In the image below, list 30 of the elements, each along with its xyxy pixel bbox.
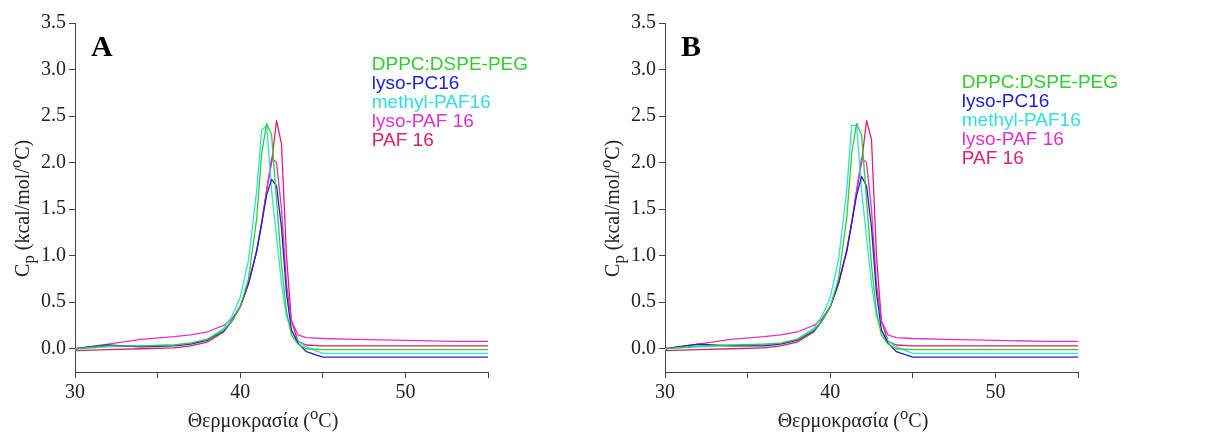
y-tick-label: 3.0 — [631, 56, 656, 79]
x-tick-label: 30 — [65, 380, 85, 403]
y-tick-label: 1.0 — [631, 242, 656, 265]
chart-title: B — [681, 28, 702, 62]
y-tick-label: 1.0 — [41, 242, 66, 265]
x-axis-title: Θερμοκρασία ($^{o}$C) — [186, 404, 340, 432]
y-tick-label: 1.5 — [41, 196, 66, 219]
text: lyso-PC16 — [961, 89, 1050, 111]
y-tick-label: 2.5 — [41, 103, 66, 126]
y-tick-label: 3.0 — [41, 56, 66, 79]
y-tick-label: 2.0 — [631, 149, 656, 172]
text: DPPC:DSPE-PEG — [961, 70, 1119, 92]
x-axis-title: Θερμοκρασία ($^{o}$C) — [776, 404, 930, 432]
x-tick-label: 30 — [655, 380, 675, 403]
x-tick-label: 40 — [230, 380, 251, 403]
x-tick-label: 50 — [985, 380, 1006, 403]
y-tick-label: 2.5 — [631, 103, 656, 126]
x-tick-label: 40 — [820, 380, 841, 403]
text: lyso-PC16 — [371, 71, 460, 93]
y-tick-label: 3.5 — [41, 10, 66, 33]
y-tick-label: 0.5 — [631, 289, 656, 312]
y-tick-label: 0.5 — [41, 289, 66, 312]
x-tick-label: 50 — [395, 380, 416, 403]
y-tick-label: 0.0 — [41, 335, 66, 358]
y-tick-label: 1.5 — [631, 196, 656, 219]
y-tick-label: 3.5 — [631, 10, 656, 33]
y-tick-label: 0.0 — [631, 335, 656, 358]
chart-title: A — [91, 28, 113, 62]
y-tick-label: 2.0 — [41, 149, 66, 172]
text: DPPC:DSPE-PEG — [371, 52, 529, 74]
